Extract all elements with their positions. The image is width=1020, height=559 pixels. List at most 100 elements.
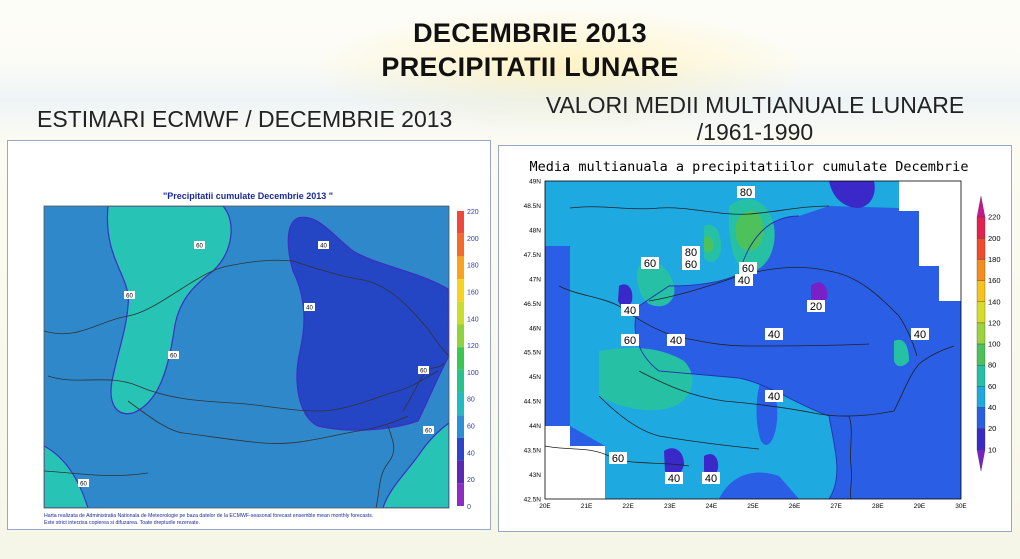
ecmwf-legend-tick: 20 <box>467 477 475 484</box>
svg-text:40: 40 <box>668 473 680 485</box>
climatology-value-label: 40 <box>702 472 720 485</box>
left-subtitle: ESTIMARI ECMWF / DECEMBRIE 2013 <box>37 106 453 132</box>
climatology-legend-tick: 200 <box>988 234 1001 243</box>
climatology-value-label: 40 <box>765 390 783 403</box>
right-subtitle: VALORI MEDII MULTIANUALE LUNARE /1961-19… <box>520 92 990 146</box>
ecmwf-legend-swatch <box>457 392 464 416</box>
ecmwf-legend-swatch <box>457 369 464 393</box>
climatology-legend-swatch <box>976 322 986 345</box>
climatology-map-title: Media multianuala a precipitatiilor cumu… <box>530 159 969 175</box>
climatology-legend-swatch <box>976 343 986 366</box>
ecmwf-contour-label: 60 <box>170 354 177 360</box>
climatology-map-frame <box>544 180 962 500</box>
climatology-value-label: 60 <box>621 334 639 347</box>
lon-label: 23E <box>664 503 676 510</box>
climatology-value-label: 40 <box>765 328 783 341</box>
ecmwf-map-title: "Precipitatii cumulate Decembrie 2013 " <box>163 191 333 201</box>
ecmwf-legend-swatch <box>457 256 464 280</box>
ecmwf-contour-label: 60 <box>80 482 87 488</box>
climatology-legend-swatch <box>976 301 986 324</box>
ecmwf-legend-tick: 120 <box>467 343 479 350</box>
climatology-value-label: 60 <box>641 257 659 270</box>
lon-label: 30E <box>955 503 967 510</box>
svg-text:80: 80 <box>685 247 697 259</box>
ecmwf-contour-label: 40 <box>320 244 327 250</box>
ecmwf-map-field: 60 60 60 40 40 60 60 60 <box>44 206 449 508</box>
climatology-value-label: 40 <box>665 472 683 485</box>
ecmwf-map-frame <box>43 205 450 509</box>
ecmwf-contour-label: 60 <box>425 429 432 435</box>
ecmwf-legend-swatch <box>457 324 464 348</box>
ecmwf-contour-label: 60 <box>126 294 133 300</box>
climatology-legend-swatch <box>976 259 986 281</box>
ecmwf-legend-tick: 80 <box>467 397 475 404</box>
svg-text:60: 60 <box>742 263 754 275</box>
lat-label: 47.5N <box>524 252 542 259</box>
climatology-legend-tick: 120 <box>988 318 1001 327</box>
climatology-value-label: 40 <box>621 304 639 317</box>
climatology-legend-swatch <box>976 428 986 450</box>
climatology-value-label: 60 <box>682 258 700 271</box>
climatology-legend-swatch <box>976 365 986 387</box>
lat-label: 43.5N <box>524 448 542 455</box>
climatology-legend-swatch <box>976 407 986 429</box>
svg-text:20: 20 <box>810 301 822 313</box>
ecmwf-legend-swatch <box>457 211 464 234</box>
lat-label: 44N <box>529 423 541 430</box>
lat-label: 45.5N <box>524 350 542 357</box>
climatology-legend-tick: 40 <box>988 403 996 412</box>
ecmwf-legend-swatch <box>457 415 464 438</box>
lat-label: 42.5N <box>524 497 542 504</box>
svg-text:40: 40 <box>914 329 926 341</box>
climatology-axes: 49N 48.5N 48N 47.5N 47N 46.5N 46N 45.5N 45N 44.5N… <box>524 179 968 511</box>
svg-text:40: 40 <box>768 391 780 403</box>
lon-label: 21E <box>581 503 593 510</box>
lon-label: 28E <box>872 503 884 510</box>
ecmwf-footer-line2: Este strict interzisa copierea si difuza… <box>44 520 200 526</box>
ecmwf-legend-swatch <box>457 279 464 302</box>
climatology-legend-tick: 60 <box>988 382 996 391</box>
header-glow <box>320 10 800 130</box>
lat-label: 46N <box>529 325 541 332</box>
ecmwf-legend-swatch <box>457 437 464 461</box>
svg-text:60: 60 <box>644 258 656 270</box>
svg-text:40: 40 <box>738 275 750 287</box>
ecmwf-legend-tick: 40 <box>467 450 475 457</box>
svg-text:40: 40 <box>670 335 682 347</box>
ecmwf-map-panel: "Precipitatii cumulate Decembrie 2013 " … <box>7 140 491 530</box>
lat-label: 48.5N <box>524 203 542 210</box>
svg-text:60: 60 <box>612 453 624 465</box>
lon-label: 22E <box>622 503 634 510</box>
climatology-value-label: 40 <box>911 328 929 341</box>
lat-label: 49N <box>529 179 541 186</box>
ecmwf-legend-tick: 60 <box>467 424 475 431</box>
ecmwf-legend-swatch <box>457 347 464 370</box>
ecmwf-legend-swatch <box>457 233 464 257</box>
ecmwf-legend-tick: 160 <box>467 289 479 296</box>
climatology-legend-swatch <box>976 238 986 260</box>
lon-label: 24E <box>706 503 718 510</box>
page-title-line2: PRECIPITATII LUNARE <box>381 52 679 82</box>
svg-text:60: 60 <box>685 259 697 271</box>
lat-label: 47N <box>529 276 541 283</box>
svg-text:60: 60 <box>624 335 636 347</box>
climatology-legend-tick: 220 <box>988 213 1001 222</box>
climatology-legend-tick: 160 <box>988 276 1001 285</box>
ecmwf-legend-tick: 0 <box>467 504 471 511</box>
climatology-legend-tick: 80 <box>988 361 996 370</box>
ecmwf-legend-tick: 220 <box>467 209 479 216</box>
ecmwf-legend-swatch <box>457 460 464 484</box>
climatology-value-label: 40 <box>667 334 685 347</box>
ecmwf-legend-swatch <box>457 301 464 325</box>
ecmwf-contour-label: 60 <box>196 244 203 250</box>
ecmwf-footer-line1: Harta realizata de Administratia Nationa… <box>44 513 373 519</box>
lon-label: 20E <box>539 503 551 510</box>
climatology-map: Media multianuala a precipitatiilor cumu… <box>524 159 1001 511</box>
climatology-value-label: 60 <box>609 452 627 465</box>
ecmwf-legend-tick: 180 <box>467 263 479 270</box>
climatology-legend-tick: 140 <box>988 297 1001 306</box>
ecmwf-legend-tick: 140 <box>467 316 479 323</box>
climatology-value-label: 80 <box>737 186 755 199</box>
climatology-legend-swatch <box>976 280 986 302</box>
lon-label: 25E <box>747 503 759 510</box>
